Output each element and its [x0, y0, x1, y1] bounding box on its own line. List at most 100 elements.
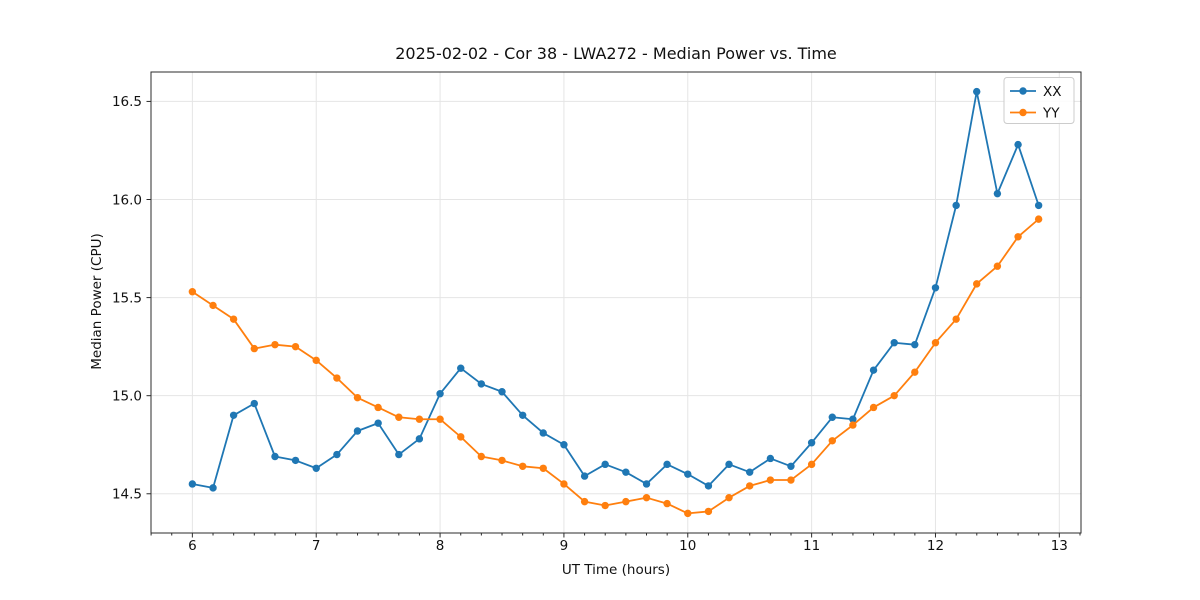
series-line-yy: [191, 218, 1040, 515]
data-point-xx: [869, 366, 878, 374]
data-point-yy: [271, 340, 279, 349]
data-point-yy: [229, 315, 238, 323]
data-point-xx: [1034, 201, 1043, 210]
data-point-yy: [663, 499, 671, 508]
data-point-xx: [1014, 140, 1022, 149]
data-point-xx: [415, 435, 424, 443]
data-point-yy: [209, 301, 217, 310]
data-point-yy: [952, 315, 960, 323]
y-tick-label: 15.5: [112, 290, 142, 306]
data-point-xx: [250, 399, 258, 408]
data-point-yy: [415, 415, 424, 423]
data-point-xx: [539, 429, 547, 437]
data-point-yy: [973, 280, 981, 288]
legend: XX YY: [1003, 77, 1075, 124]
y-tick-label: 14.5: [112, 487, 142, 503]
data-point-yy: [725, 493, 733, 502]
legend-label-xx: XX: [1043, 84, 1062, 100]
data-point-yy: [1034, 215, 1043, 223]
data-point-xx: [745, 468, 754, 476]
x-tick-label: 7: [312, 538, 321, 554]
data-point-xx: [725, 460, 733, 469]
x-tick-label: 6: [188, 538, 197, 554]
data-point-yy: [993, 262, 1002, 270]
data-point-xx: [395, 450, 403, 459]
data-point-xx: [807, 439, 816, 447]
data-point-xx: [766, 454, 775, 463]
data-point-xx: [684, 470, 692, 478]
data-point-xx: [333, 450, 341, 459]
x-tick-label: 8: [436, 538, 445, 554]
axes-box: [150, 71, 1082, 534]
data-point-xx: [209, 484, 217, 492]
data-point-xx: [911, 340, 919, 349]
data-point-xx: [849, 415, 857, 423]
legend-marker-xx: [1019, 87, 1027, 95]
data-point-yy: [684, 509, 692, 518]
data-point-yy: [807, 460, 816, 469]
data-point-xx: [498, 388, 506, 396]
data-point-yy: [353, 393, 362, 402]
data-point-xx: [374, 419, 382, 427]
data-point-yy: [518, 462, 527, 471]
data-point-yy: [580, 497, 589, 506]
data-point-xx: [622, 468, 630, 476]
chart-title: 2025-02-02 - Cor 38 - LWA272 - Median Po…: [395, 44, 837, 63]
data-point-yy: [931, 339, 940, 347]
data-point-yy: [890, 391, 898, 400]
y-tick-label: 16.0: [112, 192, 142, 208]
y-tick-label: 16.5: [112, 94, 142, 110]
x-tick-label: 12: [927, 538, 944, 554]
data-point-xx: [601, 460, 609, 469]
data-point-xx: [973, 87, 981, 96]
data-point-xx: [457, 364, 465, 372]
data-point-xx: [787, 462, 795, 471]
data-point-xx: [560, 441, 568, 449]
y-axis-label: Median Power (CPU): [89, 233, 105, 369]
data-point-yy: [291, 342, 300, 351]
x-tick-label: 9: [560, 538, 569, 554]
legend-box: [1003, 77, 1075, 124]
x-tick-label: 11: [803, 538, 820, 554]
data-point-yy: [828, 437, 837, 445]
data-point-yy: [849, 421, 857, 429]
data-point-xx: [952, 201, 960, 210]
data-point-yy: [457, 433, 465, 441]
data-point-yy: [436, 415, 444, 423]
data-point-xx: [828, 413, 837, 421]
data-point-yy: [622, 497, 630, 506]
data-point-xx: [993, 189, 1002, 198]
data-point-yy: [766, 476, 775, 484]
legend-marker-yy: [1019, 108, 1027, 117]
data-point-xx: [663, 460, 671, 469]
data-point-xx: [704, 482, 713, 490]
series-line-xx: [191, 90, 1040, 489]
x-tick-label: 13: [1051, 538, 1068, 554]
data-point-yy: [642, 493, 651, 502]
data-point-yy: [188, 288, 197, 296]
data-point-yy: [601, 501, 609, 510]
data-point-xx: [518, 411, 527, 419]
data-point-yy: [787, 476, 795, 484]
data-point-xx: [188, 480, 197, 488]
data-point-yy: [745, 482, 754, 490]
data-point-yy: [1014, 233, 1022, 241]
data-point-xx: [436, 390, 444, 398]
data-point-yy: [312, 356, 320, 365]
data-point-yy: [395, 413, 403, 421]
data-point-xx: [312, 464, 320, 472]
x-tick-label: 10: [679, 538, 696, 554]
data-point-yy: [333, 374, 341, 382]
data-point-xx: [580, 472, 589, 480]
data-point-xx: [353, 427, 362, 435]
data-point-xx: [477, 380, 486, 388]
data-point-yy: [374, 403, 382, 412]
data-point-yy: [539, 464, 547, 472]
legend-label-yy: YY: [1042, 105, 1060, 121]
data-point-yy: [869, 403, 878, 412]
data-point-yy: [498, 456, 506, 465]
data-point-yy: [477, 452, 486, 461]
data-point-xx: [229, 411, 238, 419]
